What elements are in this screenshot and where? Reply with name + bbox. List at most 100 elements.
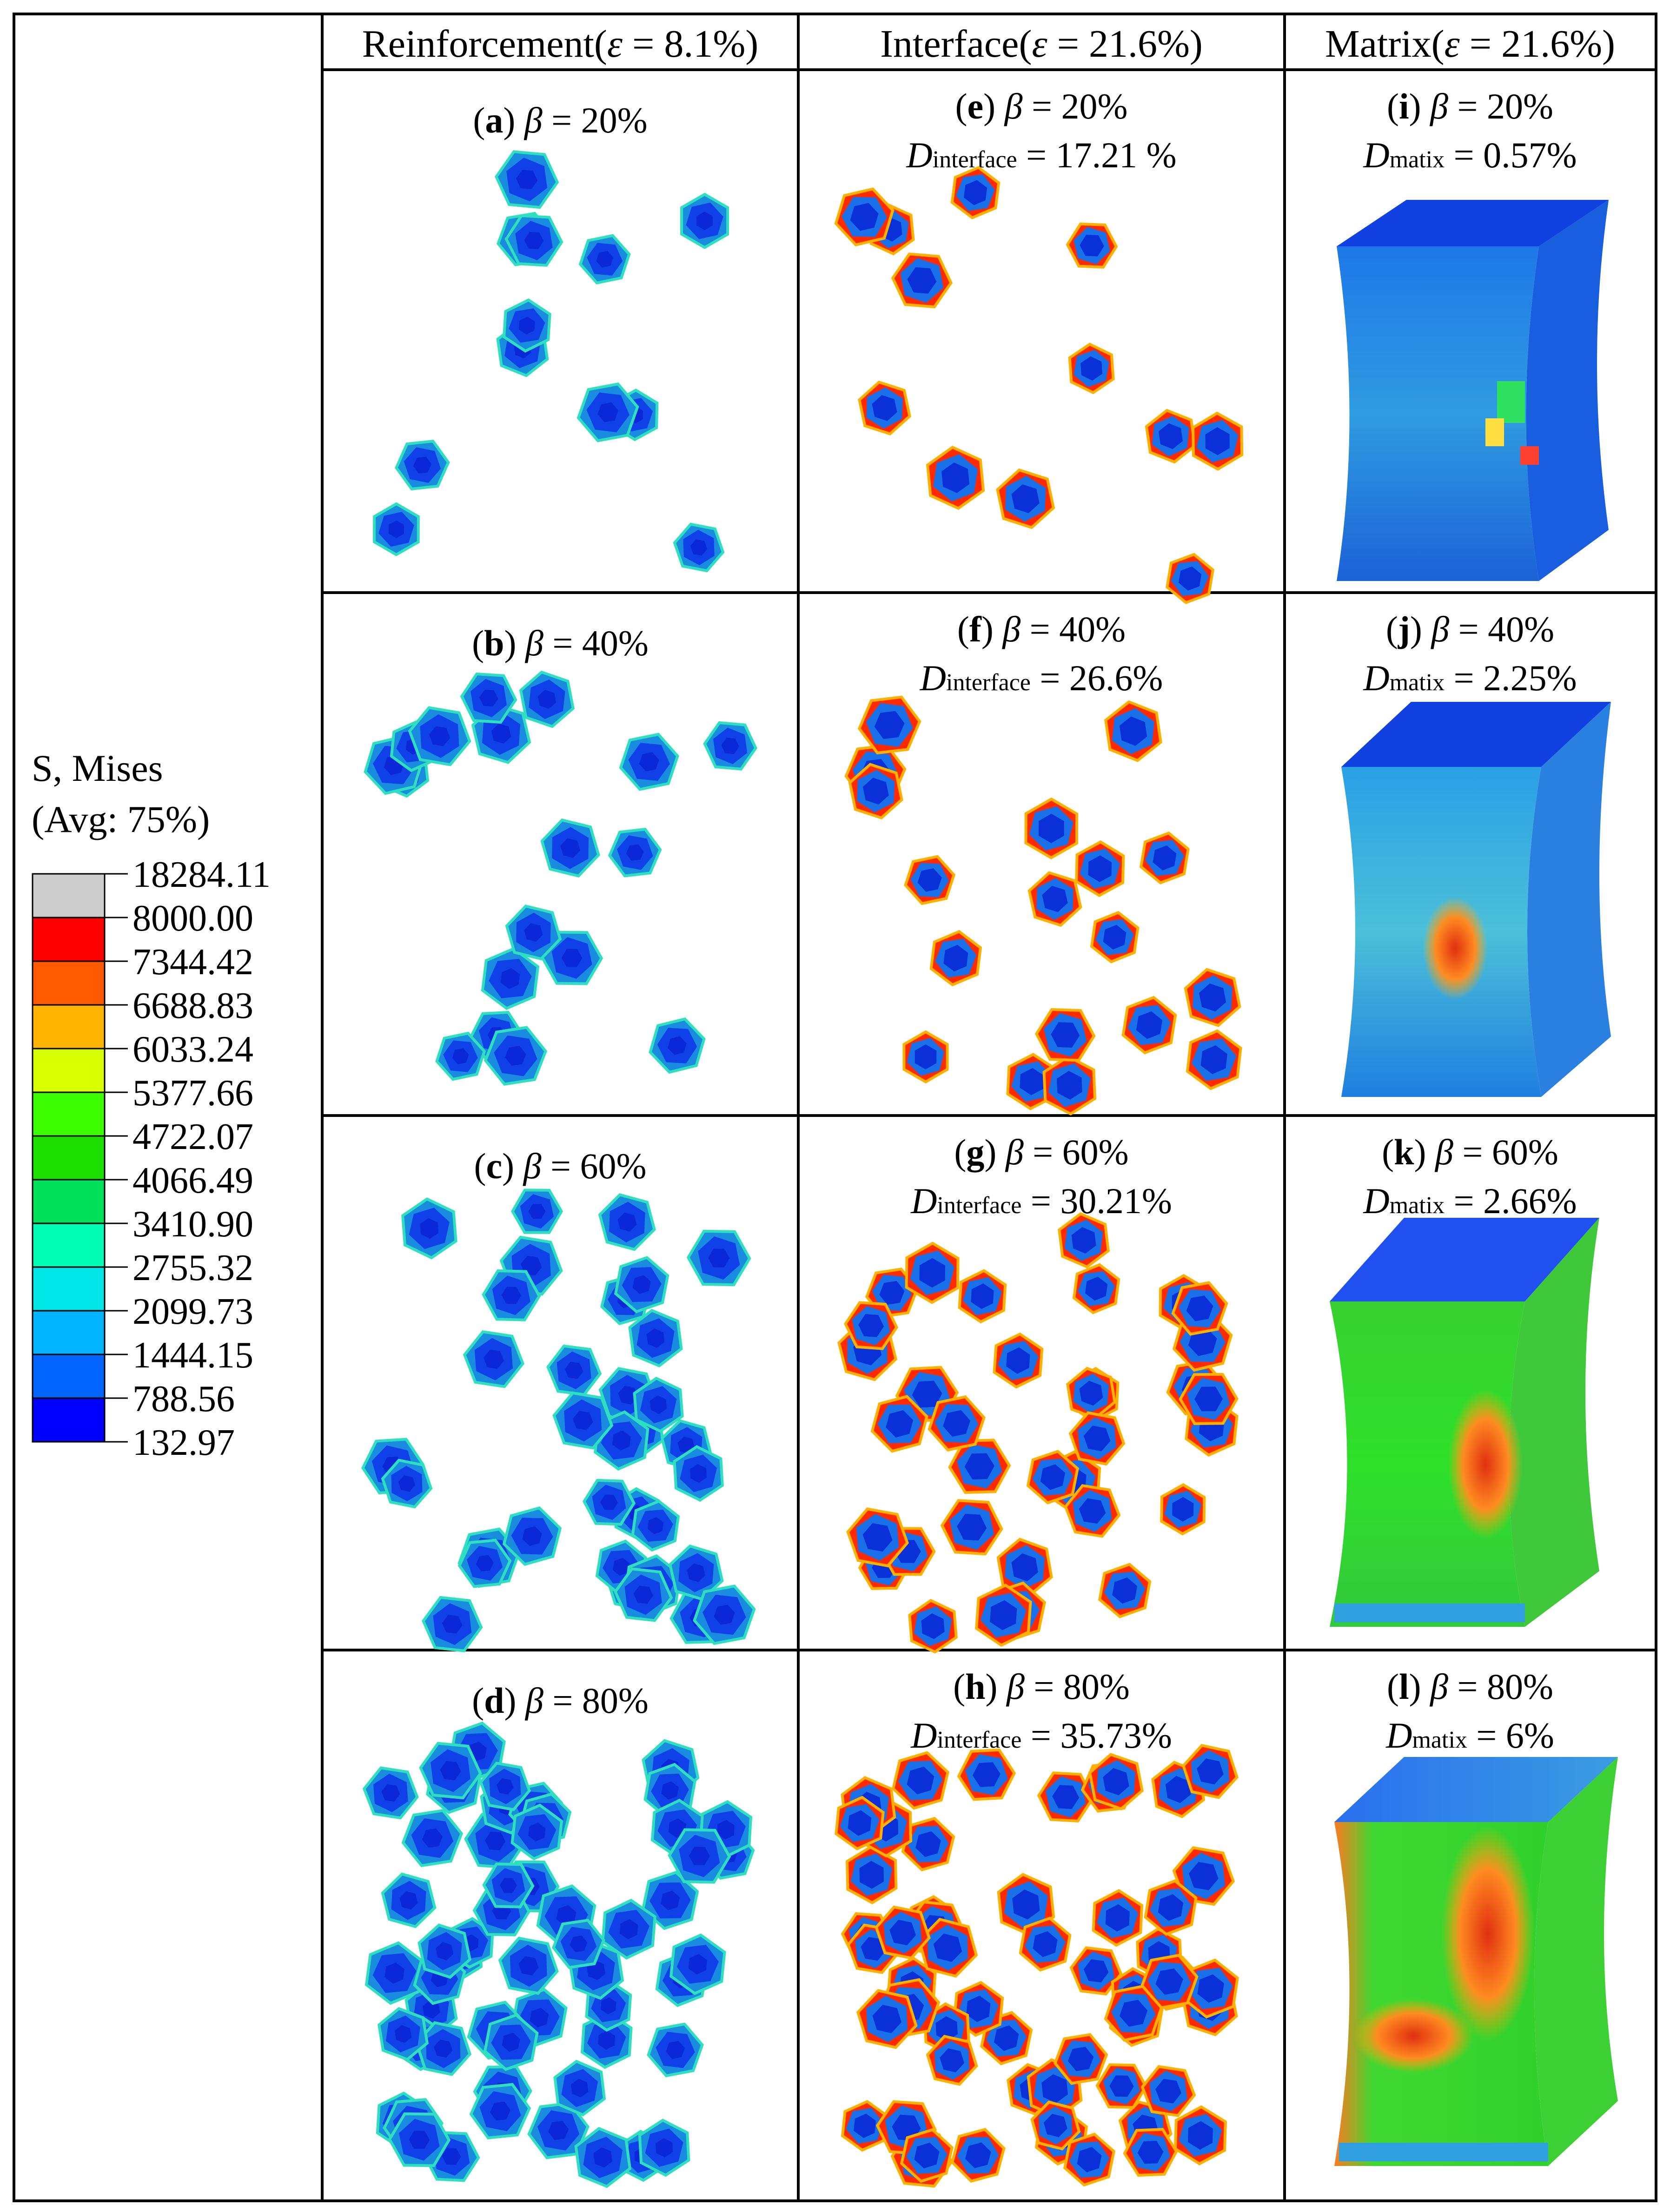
particle (1053, 2033, 1108, 2085)
particle (1058, 1212, 1110, 1268)
matrix-block-i (1337, 200, 1609, 581)
particle (1166, 553, 1215, 604)
particle (457, 1538, 512, 1588)
particle (940, 1499, 1003, 1556)
particle (928, 1395, 986, 1452)
panel-label-g: (g) β = 60% (954, 1132, 1128, 1172)
particle (958, 1269, 1007, 1324)
legend-swatch (32, 1048, 106, 1093)
particle (377, 2007, 429, 2061)
legend-subtitle: (Avg: 75%) (32, 798, 210, 840)
legend-swatch (32, 1179, 106, 1224)
particle (1104, 700, 1162, 762)
legend-swatch (32, 960, 106, 1006)
particle (614, 1256, 669, 1314)
particle (633, 1376, 684, 1433)
particle (502, 1506, 562, 1566)
particle (1182, 1958, 1239, 2019)
particle (463, 1330, 525, 1388)
legend-value: 18284.11 (133, 854, 271, 895)
panel-metric-j: Dmatix = 2.25% (1363, 658, 1577, 698)
particle (834, 187, 895, 247)
particle (680, 192, 729, 249)
particle (1024, 797, 1079, 859)
particle (498, 1936, 559, 1995)
header-matrix: Matrix(ε = 21.6%) (1325, 22, 1615, 66)
legend-value: 8000.00 (133, 898, 253, 939)
particle (582, 1479, 636, 1526)
panel-label-e: (e) β = 20% (955, 86, 1128, 126)
matrix-block-l (1334, 1757, 1618, 2166)
particle (1019, 1916, 1072, 1972)
particle (1034, 1008, 1096, 1062)
particle (957, 1748, 1016, 1801)
particle (844, 1301, 899, 1350)
panel-label-b: (b) β = 40% (472, 623, 649, 663)
legend-value: 788.56 (133, 1379, 235, 1420)
particle (628, 1308, 683, 1367)
particle (598, 1193, 656, 1251)
particle (901, 1816, 955, 1872)
particle (1037, 1771, 1094, 1822)
panel-label-h: (h) β = 80% (953, 1666, 1130, 1707)
particle (372, 502, 420, 556)
particle (482, 1862, 535, 1908)
particle (904, 855, 956, 905)
particle (601, 1899, 656, 1960)
particle (668, 1544, 724, 1601)
particle (504, 214, 563, 267)
panel-metric-i: Dmatix = 0.57% (1363, 135, 1577, 175)
particle (419, 1742, 482, 1800)
particle (510, 1189, 563, 1234)
matrix-block-k (1330, 1218, 1599, 1627)
panel-metric-h: Dinterface = 35.73% (910, 1715, 1172, 1756)
particle (950, 165, 1001, 219)
legend-title: S, Mises (32, 747, 163, 789)
particle (502, 298, 551, 353)
particle (1144, 1879, 1198, 1936)
particle (1026, 1450, 1079, 1505)
legend-values: 18284.118000.007344.426688.836033.245377… (105, 854, 271, 1463)
particle (673, 522, 725, 573)
particle (1160, 1483, 1206, 1536)
particle (997, 1873, 1055, 1936)
particle (1072, 1263, 1120, 1314)
panel-metric-g: Dinterface = 30.21% (910, 1181, 1172, 1221)
particle (1104, 1985, 1163, 2042)
panel-label-j: (j) β = 40% (1386, 609, 1554, 649)
header-interface: Interface(ε = 21.6%) (880, 22, 1203, 66)
particle (926, 2034, 978, 2086)
legend-swatch (32, 1004, 106, 1050)
legend-value: 7344.42 (133, 942, 253, 983)
particle (1090, 911, 1140, 964)
particle (891, 1751, 950, 1810)
particle (1140, 2065, 1196, 2117)
particle (381, 1872, 437, 1928)
particle (362, 1766, 419, 1820)
particle (845, 1845, 898, 1905)
particle (552, 1391, 614, 1450)
particle (673, 1445, 724, 1502)
particle (1075, 840, 1125, 898)
particle (1184, 968, 1241, 1027)
particle (891, 252, 953, 309)
particle (619, 733, 679, 791)
particle (993, 1332, 1044, 1389)
particle (1064, 1484, 1121, 1538)
legend-value: 5377.66 (133, 1073, 253, 1114)
particle (381, 1459, 433, 1509)
legend-swatch (32, 1266, 106, 1312)
legend-value: 4722.07 (133, 1116, 253, 1157)
particle (996, 468, 1055, 529)
particle (1095, 2063, 1148, 2109)
particle (418, 1923, 471, 1979)
panel-label-c: (c) β = 60% (474, 1146, 647, 1186)
particle (647, 2022, 704, 2078)
particle (471, 703, 531, 764)
particle (641, 1871, 699, 1930)
legend-value: 132.97 (133, 1422, 235, 1463)
particle (408, 706, 471, 766)
particle (577, 382, 639, 442)
particle (484, 1026, 548, 1086)
panel-label-l: (l) β = 80% (1387, 1666, 1553, 1707)
